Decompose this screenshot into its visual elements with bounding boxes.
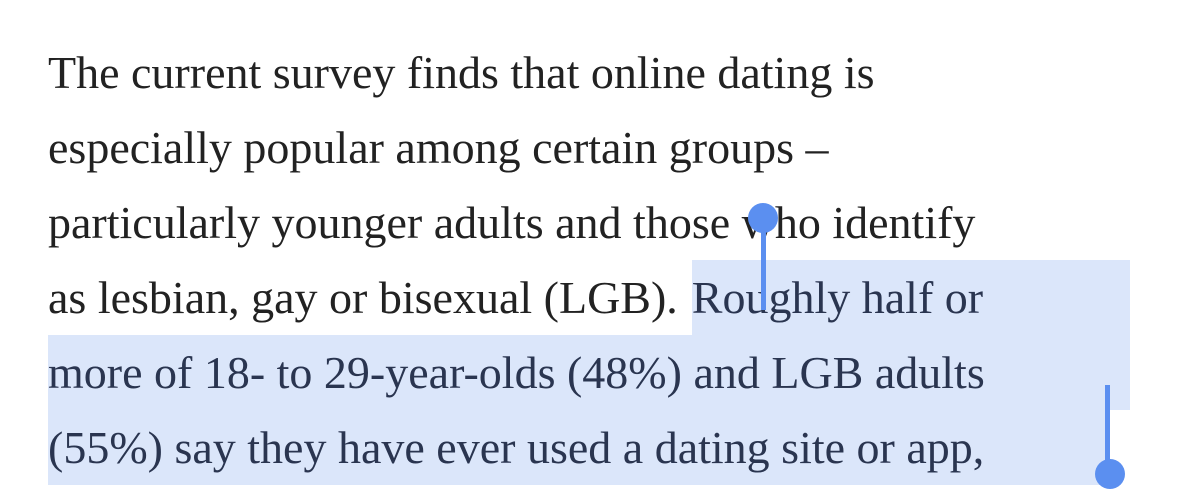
selection-end-handle[interactable]: [1095, 459, 1125, 489]
selected-text: (55%) say they have ever used a dating s…: [48, 410, 1107, 485]
text: as lesbian, gay or bisexual (LGB).: [48, 272, 678, 323]
text-line: particularly younger adults and those wh…: [48, 185, 975, 260]
text-line: (55%) say they have ever used a dating s…: [48, 410, 1107, 485]
text: especially popular among certain groups …: [48, 122, 829, 173]
selected-text: Roughly half or: [691, 260, 1130, 335]
selected-text: more of 18- to 29-year-olds (48%) and LG…: [48, 335, 1130, 410]
selection-start-bar: [761, 222, 766, 310]
text-line: more of 18- to 29-year-olds (48%) and LG…: [48, 335, 1130, 410]
text-line: especially popular among certain groups …: [48, 110, 828, 185]
text-line: as lesbian, gay or bisexual (LGB). Roughl…: [48, 260, 1130, 335]
selection-end-bar: [1105, 385, 1110, 470]
text-line: The current survey finds that online dat…: [48, 35, 875, 110]
selection-start-handle[interactable]: [748, 203, 778, 233]
text: particularly younger adults and those wh…: [48, 197, 976, 248]
text: The current survey finds that online dat…: [48, 47, 875, 98]
